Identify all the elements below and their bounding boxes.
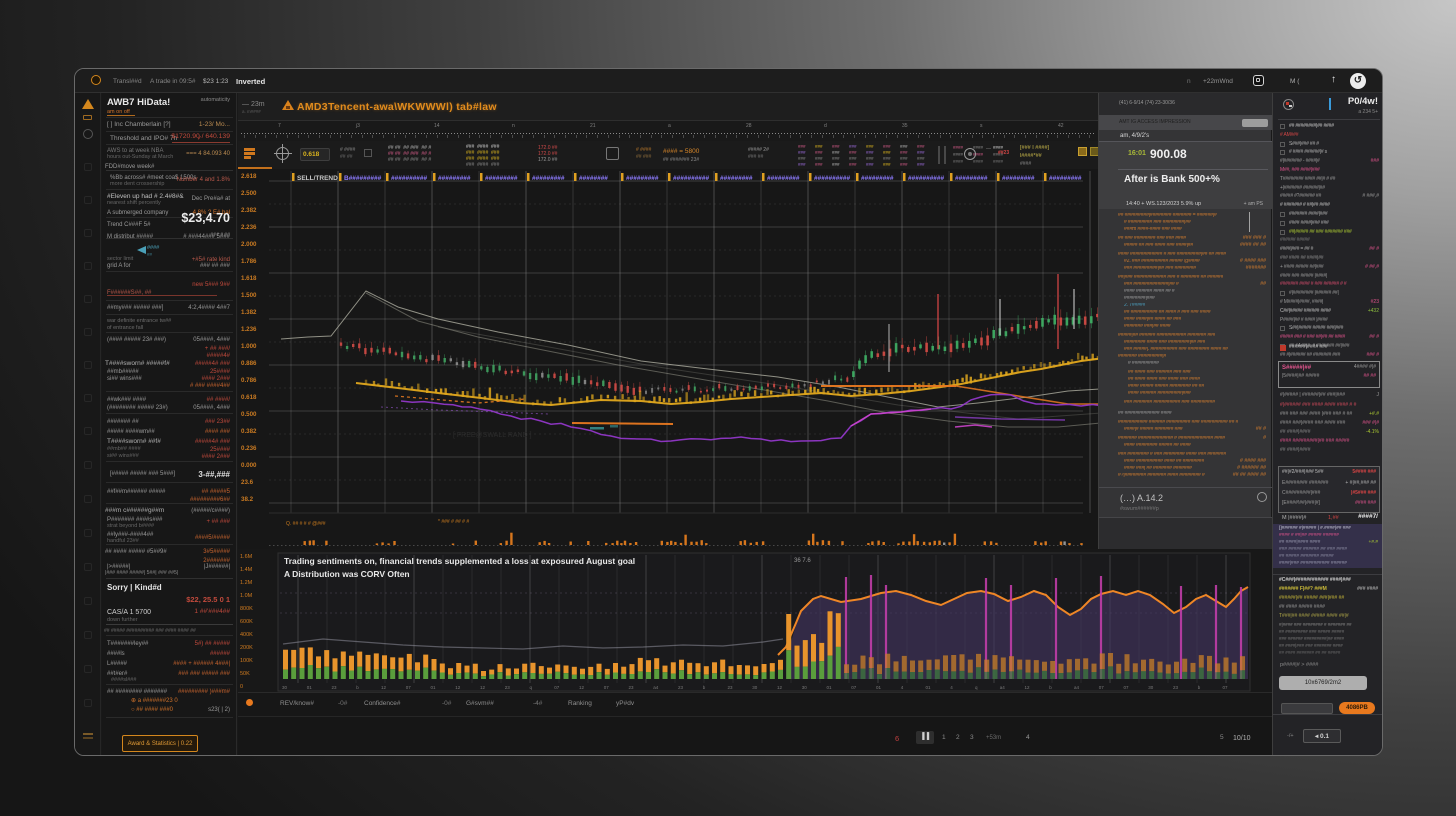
svg-text:600K: 600K [240,619,253,625]
svg-text:2.500: 2.500 [241,190,257,197]
svg-text:1.0M: 1.0M [240,593,253,599]
svg-text:#########: ######### [1002,175,1035,182]
svg-text:* ### # ## # #: * ### # ## # # [438,519,469,525]
svg-text:23: 23 [678,685,684,690]
svg-text:0.000: 0.000 [241,462,257,469]
svg-text:B#########: B######### [344,175,382,182]
svg-text:2.618: 2.618 [241,173,257,180]
svg-text:1.500: 1.500 [241,292,257,299]
svg-text:0.786: 0.786 [241,377,257,384]
svg-text:07: 07 [604,685,610,690]
svg-text:23: 23 [505,685,511,690]
svg-text:200K: 200K [240,645,253,651]
svg-text:2.000: 2.000 [241,241,257,248]
svg-text:30: 30 [802,685,808,690]
svg-text:01: 01 [827,685,833,690]
svg-text:b: b [703,685,706,690]
svg-text:12: 12 [381,685,387,690]
svg-text:a4: a4 [653,685,659,690]
svg-text:12: 12 [455,685,461,690]
svg-text:########: ######## [579,175,608,182]
svg-text:#########: ######### [626,175,659,182]
svg-text:b: b [356,685,359,690]
svg-text:23: 23 [629,685,635,690]
svg-text:2.236: 2.236 [241,224,257,231]
svg-text:A Distribution was CORV Often: A Distribution was CORV Often [284,569,410,579]
svg-text:Q. ## # # # @###: Q. ## # # # @### [286,521,326,527]
svg-text:36 7.6: 36 7.6 [794,558,811,564]
svg-text:Trading sentiments on, financi: Trading sentiments on, financial trends … [284,556,635,566]
svg-text:#########: ######### [720,175,753,182]
svg-text:#########: ######### [532,175,565,182]
svg-text:1.236: 1.236 [241,326,257,333]
svg-text:01: 01 [307,685,313,690]
svg-text:12: 12 [1025,685,1031,690]
svg-text:400K: 400K [240,632,253,638]
svg-text:4: 4 [901,685,904,690]
svg-text:38.2: 38.2 [241,496,254,503]
svg-text:50K: 50K [240,671,250,677]
svg-text:1.6M: 1.6M [240,554,253,560]
svg-text:01: 01 [431,685,437,690]
svg-text:100K: 100K [240,658,253,664]
svg-text:30: 30 [1148,685,1154,690]
svg-text:##########: ########## [391,175,428,182]
svg-text:23: 23 [728,685,734,690]
svg-text:b: b [1049,685,1052,690]
svg-text:1.000: 1.000 [241,343,257,350]
svg-text:30: 30 [752,685,758,690]
svg-text:01: 01 [926,685,932,690]
svg-text:##########: ########## [814,175,851,182]
svg-text:01: 01 [876,685,882,690]
svg-text:##########: ########## [908,175,945,182]
svg-text:#########: ######### [955,175,988,182]
svg-text:30: 30 [282,685,288,690]
svg-text:1.4M: 1.4M [240,567,253,573]
svg-text:1.618: 1.618 [241,275,257,282]
svg-text:0.618: 0.618 [241,394,257,401]
svg-text:4: 4 [950,685,953,690]
svg-text:07: 07 [406,685,412,690]
svg-text:07: 07 [851,685,857,690]
svg-text:07: 07 [1124,685,1130,690]
svg-text:0.236: 0.236 [241,445,257,452]
svg-text:#########: ######### [767,175,800,182]
svg-text:0: 0 [240,684,243,690]
svg-text:23: 23 [1173,685,1179,690]
svg-text:12: 12 [777,685,783,690]
svg-text:1.382: 1.382 [241,309,257,316]
svg-text:a4: a4 [1074,685,1080,690]
svg-text:23: 23 [332,685,338,690]
svg-text:q: q [530,685,533,690]
svg-text:2.382: 2.382 [241,207,257,214]
svg-text:SELL/TREND: SELL/TREND [297,175,338,182]
svg-text:07: 07 [1099,685,1105,690]
svg-text:#########: ######### [438,175,471,182]
svg-text:23.6: 23.6 [241,479,254,486]
svg-text:b: b [1198,685,1201,690]
svg-text:1.2M: 1.2M [240,580,253,586]
svg-text:[ FREE@SWALL RAND ]: [ FREE@SWALL RAND ] [453,432,532,439]
svg-text:a4: a4 [1000,685,1006,690]
svg-text:0.886: 0.886 [241,360,257,367]
svg-text:07: 07 [554,685,560,690]
svg-text:07: 07 [1223,685,1229,690]
svg-text:#########: ######### [1049,175,1082,182]
svg-text:q: q [975,685,978,690]
svg-text:12: 12 [480,685,486,690]
svg-text:##########: ########## [673,175,710,182]
svg-text:#########: ######### [861,175,894,182]
svg-text:12: 12 [579,685,585,690]
svg-text:0.382: 0.382 [241,428,257,435]
svg-text:800K: 800K [240,606,253,612]
svg-text:1.786: 1.786 [241,258,257,265]
svg-text:0.500: 0.500 [241,411,257,418]
svg-text:#########: ######### [485,175,518,182]
